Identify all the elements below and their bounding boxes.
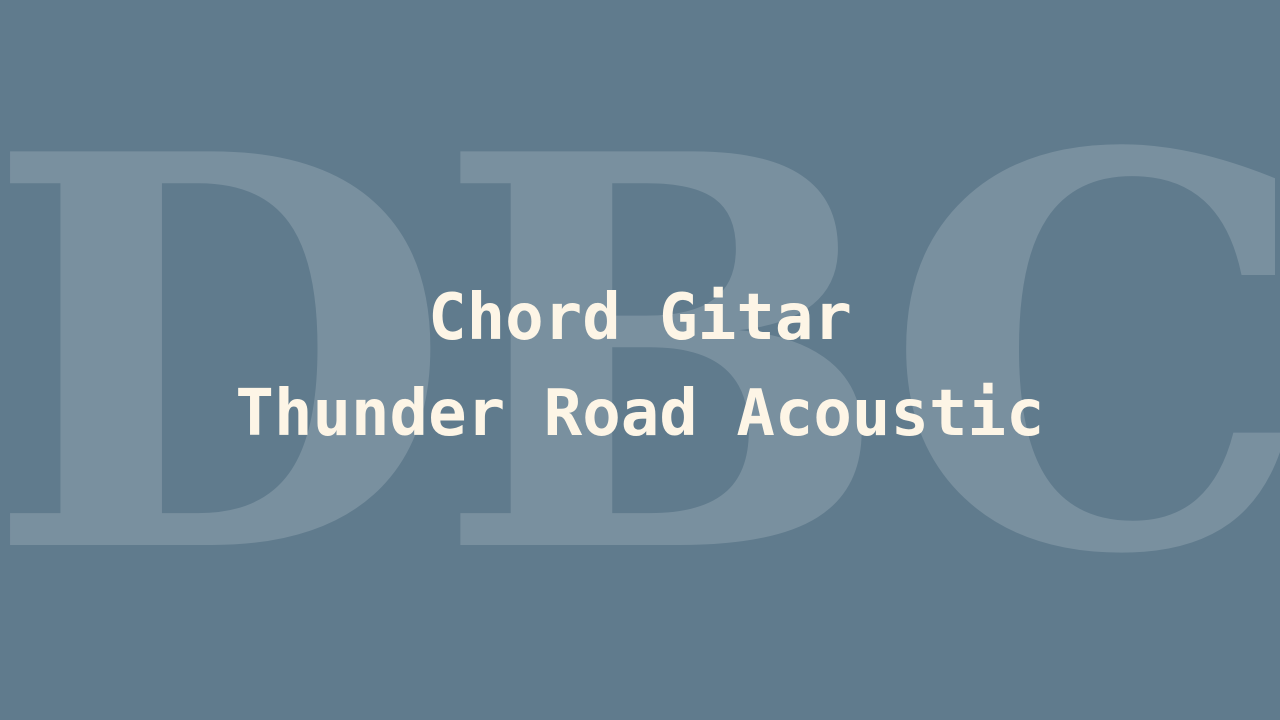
song-title: Chord Gitar Thunder Road Acoustic <box>0 270 1280 462</box>
watermark-text: DBC <box>0 39 1280 673</box>
title-line-1: Chord Gitar <box>428 281 852 355</box>
title-line-2: Thunder Road Acoustic <box>235 377 1045 451</box>
